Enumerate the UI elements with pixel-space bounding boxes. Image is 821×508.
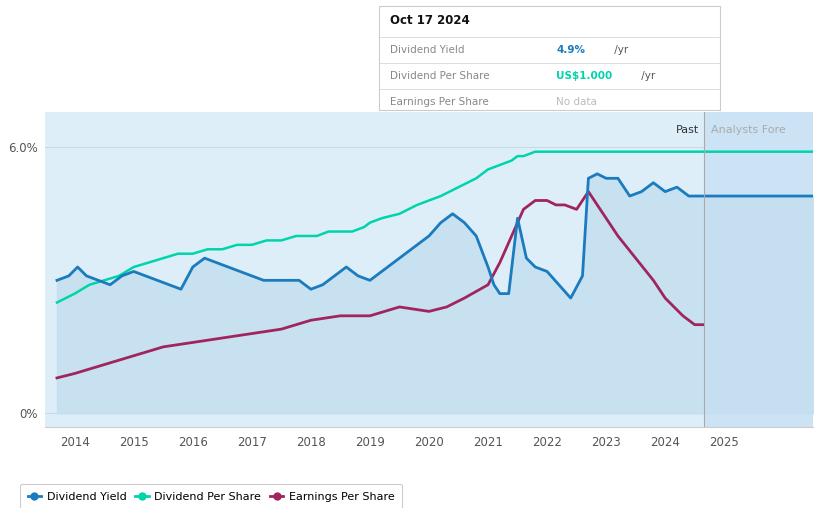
Text: /yr: /yr bbox=[638, 71, 655, 81]
Text: Oct 17 2024: Oct 17 2024 bbox=[389, 14, 470, 27]
Text: Earnings Per Share: Earnings Per Share bbox=[389, 97, 488, 107]
Text: Dividend Yield: Dividend Yield bbox=[389, 45, 464, 55]
Text: 4.9%: 4.9% bbox=[557, 45, 585, 55]
Bar bbox=[704, 112, 813, 427]
Text: Dividend Per Share: Dividend Per Share bbox=[389, 71, 489, 81]
Text: Analysts Fore: Analysts Fore bbox=[711, 125, 786, 135]
Text: No data: No data bbox=[557, 97, 598, 107]
Text: Past: Past bbox=[676, 125, 699, 135]
Text: US$1.000: US$1.000 bbox=[557, 71, 612, 81]
Text: /yr: /yr bbox=[611, 45, 628, 55]
Legend: Dividend Yield, Dividend Per Share, Earnings Per Share: Dividend Yield, Dividend Per Share, Earn… bbox=[20, 484, 402, 508]
